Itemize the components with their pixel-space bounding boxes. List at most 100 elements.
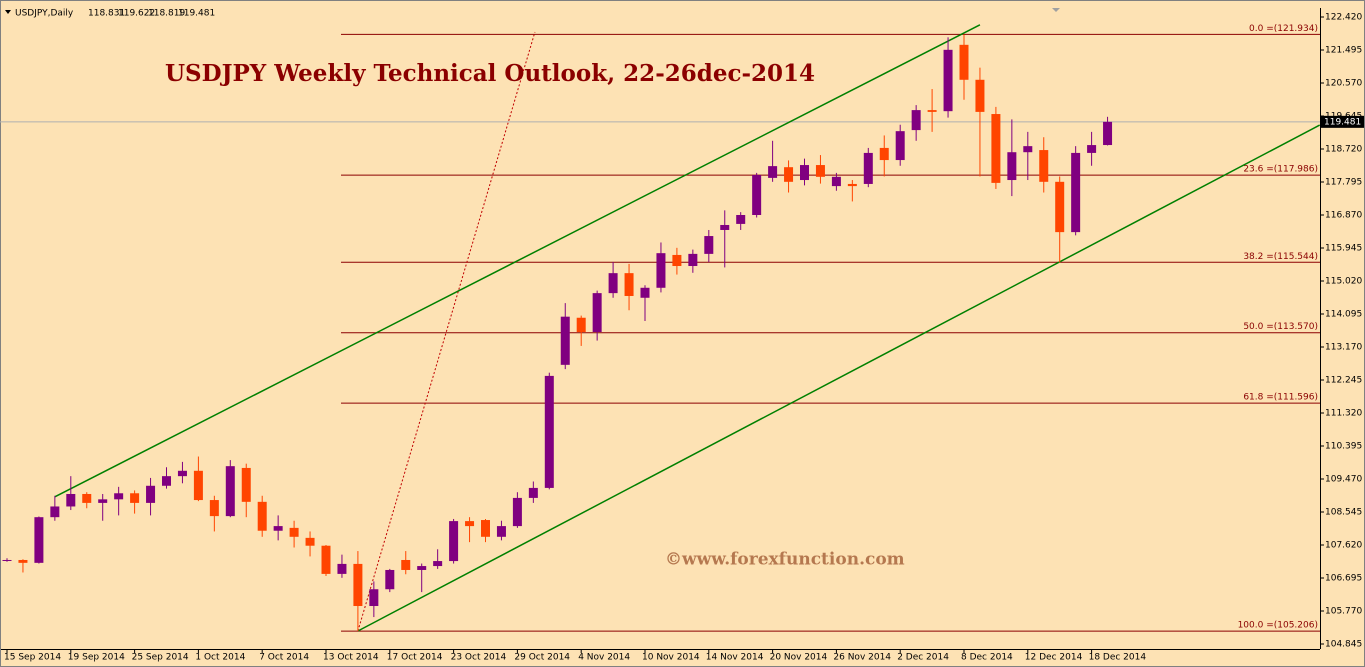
candle-body [177,470,187,477]
watermark: ©www.forexfunction.com [665,550,905,570]
candle-body [847,183,857,187]
candle-body [321,545,331,574]
candle-body [911,110,921,131]
candle-body [784,167,794,182]
menu-arrow [5,10,11,14]
trendline [357,31,536,632]
ohlc-low: 118.819 [148,9,185,19]
x-tick-label: 15 Sep 2014 [4,653,61,663]
candle-body [863,152,873,184]
x-tick-label: 13 Oct 2014 [323,653,379,663]
y-tick-label: 104.845 [1325,640,1362,650]
candle-body [241,467,251,502]
candle-body [1087,145,1097,153]
x-tick-label: 14 Nov 2014 [706,653,764,663]
candle-body [1055,181,1065,233]
candle-body [991,114,1001,183]
candle-body [209,500,219,517]
candle-body [337,563,347,574]
candle-body [289,527,299,537]
candle-body [656,253,666,288]
x-tick-label: 7 Oct 2014 [259,653,309,663]
y-tick-label: 112.245 [1325,375,1362,385]
x-tick-label: 19 Sep 2014 [68,653,125,663]
fib-label: 38.2 =(115.544) [1243,252,1318,262]
candle-body [544,375,554,488]
candle-body [528,487,538,498]
x-tick-label: 10 Nov 2014 [642,653,700,663]
y-tick-label: 121.495 [1325,45,1362,55]
trendline [54,24,981,498]
symbol: USDJPY,Daily [15,9,74,19]
x-tick-label: 20 Nov 2014 [770,653,828,663]
candle-body [688,253,698,267]
candle-body [879,147,889,161]
candle-body [560,316,570,365]
candle-body [800,165,809,181]
candle-body [704,236,714,254]
candle-body [752,175,762,215]
ohlc-high: 119.622 [118,9,155,19]
candle-body [1007,152,1017,181]
candle-body [433,561,443,567]
fib-label: 61.8 =(111.596) [1243,393,1318,403]
candle-body [130,493,140,503]
ohlc-open: 118.831 [88,9,125,19]
y-tick-label: 115.945 [1325,243,1362,253]
y-tick-label: 114.095 [1325,309,1362,319]
y-tick-label: 108.545 [1325,508,1362,518]
candle-body [640,287,650,298]
candle-body [146,485,156,503]
y-tick-label: 118.720 [1325,144,1362,154]
candle-body [815,165,825,177]
y-tick-label: 111.320 [1325,408,1362,418]
y-tick-label: 110.395 [1325,442,1362,452]
candle-body [34,517,44,563]
fib-label: 0.0 =(121.934) [1249,24,1318,34]
candle-body [82,493,92,503]
candle-body [66,493,76,507]
candle-body [401,559,411,570]
ohlc-close: 119.481 [178,9,215,19]
candle-body [114,493,124,500]
candle-body [975,79,985,112]
x-tick-label: 18 Dec 2014 [1089,653,1147,663]
candle-body [1023,146,1033,153]
candle-body [576,317,586,333]
candle-body [417,566,427,570]
y-tick-label: 116.870 [1325,210,1362,220]
candle-body [496,526,506,537]
plot: 122.420121.495120.570119.645118.720117.7… [0,12,1364,663]
candle-body [624,273,634,296]
trendline [357,124,1321,632]
x-tick-label: 2 Dec 2014 [897,653,949,663]
y-tick-label: 109.470 [1325,475,1362,485]
candle-body [449,521,459,562]
candle-body [927,110,937,112]
candle-body [672,254,682,267]
x-tick-label: 12 Dec 2014 [1025,653,1083,663]
candle-body [225,466,235,517]
candle-body [768,166,778,178]
candle-body [608,273,618,294]
x-tick-label: 25 Sep 2014 [132,653,189,663]
x-tick-label: 17 Oct 2014 [387,653,443,663]
candle-body [1071,152,1081,233]
y-tick-label: 120.570 [1325,78,1362,88]
y-tick-label: 115.020 [1325,276,1362,286]
candle-body [18,559,28,563]
x-tick-label: 4 Nov 2014 [578,653,630,663]
candle-body [385,569,395,590]
candle-body [98,499,108,503]
candle-body [50,506,60,518]
candle-body [1039,150,1049,182]
candle-body [512,497,522,527]
last-price-box [1321,115,1364,128]
shift-marker [1052,8,1060,12]
candle-body [273,526,283,531]
candle-body [353,563,363,607]
y-tick-label: 117.795 [1325,177,1362,187]
candle-body [943,49,953,112]
candle-body [193,470,203,501]
fib-label: 23.6 =(117.986) [1243,165,1318,175]
